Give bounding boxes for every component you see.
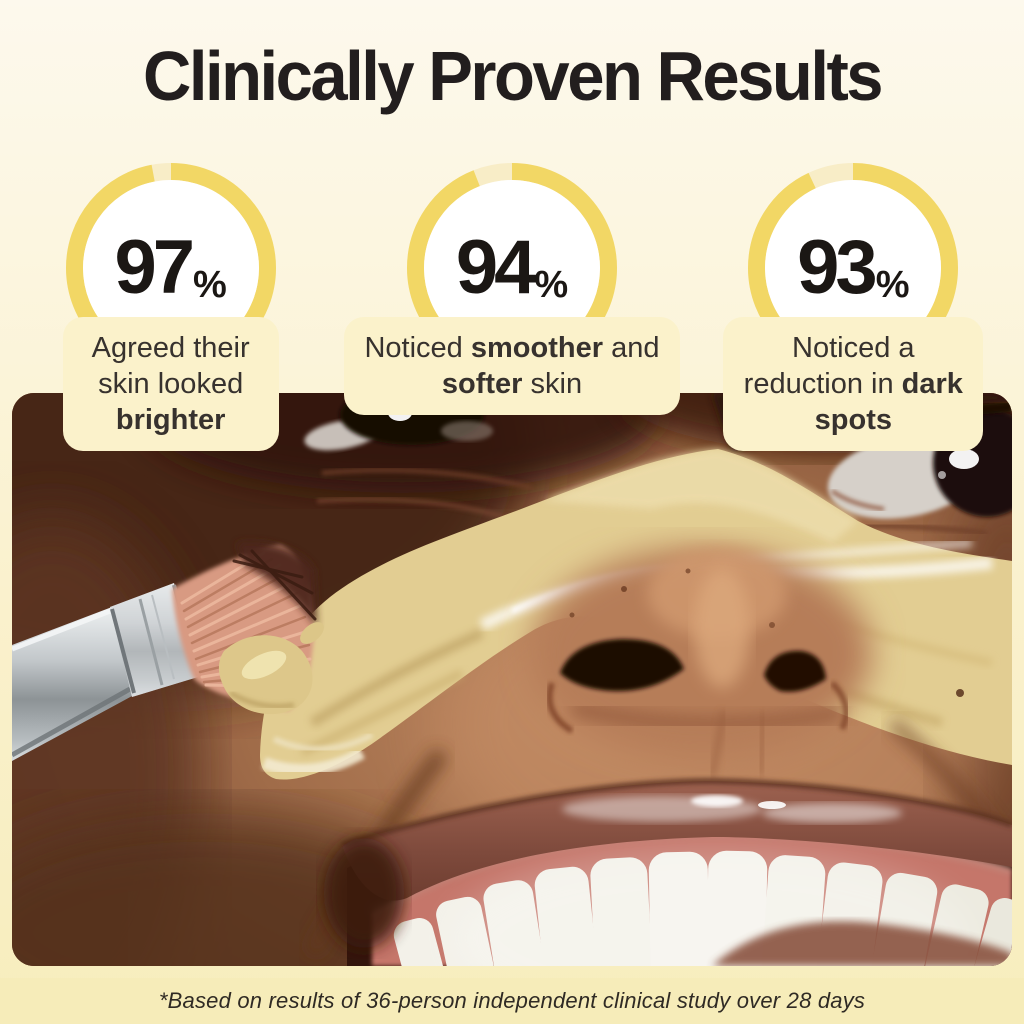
- face-mask-photo: [12, 393, 1012, 966]
- nose: [532, 548, 964, 778]
- stats-row: 97 % Agreed their skin looked brighter 9…: [0, 160, 1024, 451]
- stat-percentage: 93 %: [748, 163, 958, 373]
- stat-value: 93: [797, 225, 878, 310]
- stat-value: 97: [114, 225, 195, 310]
- face-photo-illustration: [12, 393, 1012, 966]
- stat-description-card: Agreed their skin looked brighter: [62, 317, 279, 451]
- stat-description-card: Noticed a reduction in dark spots: [723, 317, 984, 451]
- makeup-brush: [12, 542, 324, 761]
- stat-group-smoother: 94 % Noticed smoother and softer skin: [341, 160, 682, 451]
- stat-percentage: 97 %: [66, 163, 276, 373]
- stat-group-dark-spots: 93 % Noticed a reduction in dark spots: [683, 160, 1024, 451]
- percent-sign: %: [875, 264, 910, 306]
- footnote-text: *Based on results of 36-person independe…: [158, 988, 866, 1013]
- stat-percentage: 94 %: [407, 163, 617, 373]
- stat-description-card: Noticed smoother and softer skin: [343, 317, 680, 415]
- footnote-bar: *Based on results of 36-person independe…: [0, 978, 1024, 1024]
- percent-sign: %: [193, 264, 227, 306]
- page-title: Clinically Proven Results: [142, 37, 884, 116]
- percent-sign: %: [534, 264, 569, 306]
- stat-group-brighter: 97 % Agreed their skin looked brighter: [0, 160, 341, 451]
- smiling-mouth: [324, 777, 1012, 966]
- stat-value: 94: [455, 225, 537, 310]
- stat-ring-94: 94 %: [406, 163, 617, 373]
